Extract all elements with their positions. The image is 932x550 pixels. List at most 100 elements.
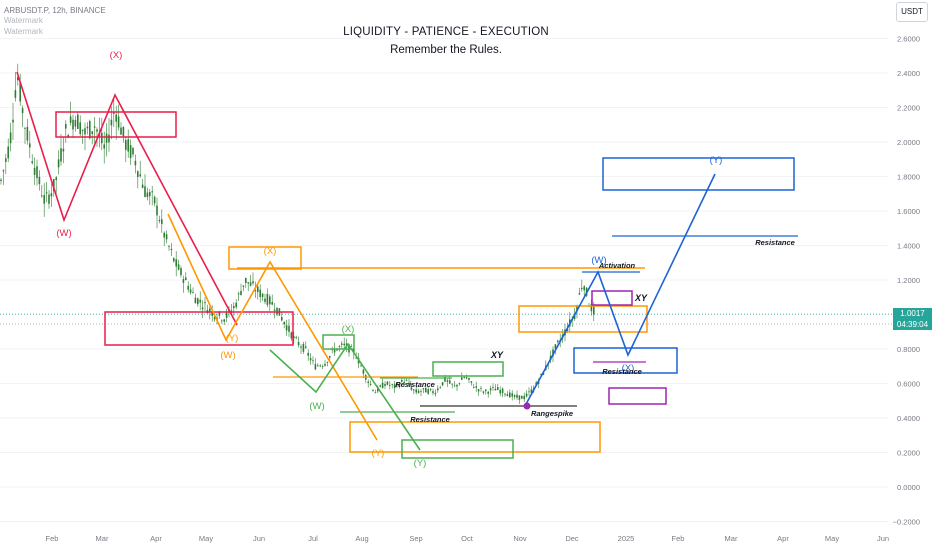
zone-orange-right bbox=[518, 305, 648, 333]
candle-body bbox=[513, 395, 516, 397]
candle-body bbox=[290, 332, 293, 339]
wave-label: (Y) bbox=[372, 448, 385, 459]
candle-body bbox=[242, 285, 245, 287]
candle-body bbox=[197, 298, 199, 305]
candle-body bbox=[312, 360, 314, 362]
candle-body bbox=[168, 246, 170, 248]
wave-label: (W) bbox=[56, 228, 71, 239]
candle-body bbox=[33, 167, 36, 175]
y-tick-label: 2.4000 bbox=[897, 69, 920, 78]
wave-label: (Y) bbox=[414, 458, 427, 469]
candle-body bbox=[369, 384, 372, 386]
candle-body bbox=[149, 192, 151, 197]
zone-green-x bbox=[322, 334, 355, 350]
candle-body bbox=[101, 132, 103, 144]
candle-body bbox=[384, 384, 386, 386]
last-price-tag: 1.0017 04:39:04 bbox=[893, 308, 932, 330]
candle-body bbox=[86, 126, 89, 129]
wave-label: (W) bbox=[309, 401, 324, 412]
candle-body bbox=[187, 285, 189, 290]
candle-body bbox=[501, 388, 504, 394]
candle-body bbox=[437, 388, 439, 391]
candle-body bbox=[45, 192, 48, 194]
candle-body bbox=[271, 301, 273, 305]
candle-body bbox=[321, 366, 324, 367]
candle-body bbox=[48, 194, 50, 204]
candle-body bbox=[288, 325, 290, 332]
candle-body bbox=[266, 293, 269, 305]
watermark-1: Watermark bbox=[4, 16, 43, 25]
candle-body bbox=[583, 286, 585, 291]
candle-body bbox=[139, 174, 141, 177]
candle-body bbox=[146, 192, 149, 198]
candle-body bbox=[19, 82, 21, 102]
candle-body bbox=[557, 340, 559, 342]
candle-body bbox=[151, 191, 153, 193]
candle-body bbox=[199, 299, 201, 303]
x-tick-label: May bbox=[825, 534, 839, 543]
candle-body bbox=[528, 391, 530, 393]
candle-body bbox=[434, 392, 437, 395]
candle-body bbox=[396, 382, 398, 385]
candle-body bbox=[465, 377, 468, 379]
candle-body bbox=[261, 293, 264, 297]
candle-body bbox=[96, 129, 98, 132]
candle-body bbox=[314, 364, 317, 370]
candle-body bbox=[499, 390, 501, 394]
candle-body bbox=[341, 343, 343, 345]
x-tick-label: Sep bbox=[409, 534, 422, 543]
y-tick-label: −0.2000 bbox=[893, 518, 920, 527]
candle-body bbox=[581, 287, 583, 290]
candle-body bbox=[338, 346, 341, 347]
wave-label: (X) bbox=[342, 324, 355, 335]
zone-purple-xy bbox=[591, 290, 633, 306]
candle-body bbox=[259, 289, 261, 297]
candle-body bbox=[93, 126, 96, 128]
candle-body bbox=[17, 76, 19, 81]
candle-body bbox=[156, 205, 158, 216]
candle-body bbox=[21, 108, 24, 114]
candle-body bbox=[173, 258, 175, 262]
zone-green-xy bbox=[432, 361, 504, 377]
x-tick-label: Nov bbox=[513, 534, 527, 543]
x-tick-label: Feb bbox=[672, 534, 685, 543]
zone-orange-x bbox=[228, 246, 302, 270]
annotation-label: Resistance bbox=[410, 415, 450, 424]
chart-drawings bbox=[16, 71, 798, 459]
currency-selector[interactable]: USDT bbox=[896, 2, 928, 22]
candle-body bbox=[247, 282, 249, 284]
symbol-line[interactable]: ARBUSDT.P, 12h, BINANCE bbox=[4, 6, 106, 15]
y-tick-label: 1.4000 bbox=[897, 242, 920, 251]
candle-body bbox=[446, 380, 449, 382]
x-tick-label: Dec bbox=[565, 534, 579, 543]
annotation-label: Resistance bbox=[755, 238, 795, 247]
candle-body bbox=[405, 380, 408, 382]
candle-body bbox=[410, 387, 413, 390]
candle-body bbox=[249, 282, 252, 286]
candle-body bbox=[257, 286, 259, 293]
candle-body bbox=[165, 234, 168, 240]
candle-body bbox=[461, 377, 463, 380]
watermark-2: Watermark bbox=[4, 27, 43, 36]
candle-body bbox=[74, 120, 77, 127]
wave-orange bbox=[167, 213, 378, 441]
candle-body bbox=[221, 320, 223, 322]
candle-body bbox=[254, 290, 257, 292]
candle-body bbox=[319, 365, 321, 367]
candle-body bbox=[367, 381, 369, 383]
annotation-label: Resistance bbox=[602, 367, 642, 376]
candle-body bbox=[269, 296, 271, 305]
zone-green-y bbox=[401, 439, 514, 459]
candle-body bbox=[233, 306, 235, 309]
y-tick-label: 0.0000 bbox=[897, 483, 920, 492]
candle-body bbox=[218, 311, 221, 316]
candle-body bbox=[511, 393, 513, 397]
candle-body bbox=[211, 311, 213, 316]
wave-red bbox=[16, 71, 238, 326]
wave-label: (Y) bbox=[710, 155, 723, 166]
x-tick-label: Aug bbox=[355, 534, 368, 543]
candle-body bbox=[379, 385, 381, 387]
candle-body bbox=[182, 279, 185, 283]
x-tick-label: Jun bbox=[877, 534, 889, 543]
